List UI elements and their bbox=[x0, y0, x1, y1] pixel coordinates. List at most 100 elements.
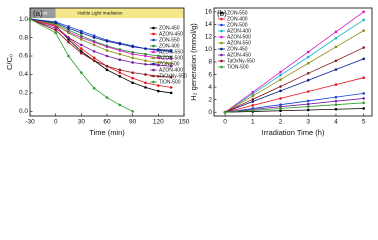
legend-label: TiON-500 bbox=[159, 79, 181, 85]
data-point bbox=[118, 71, 122, 74]
data-point bbox=[92, 43, 96, 47]
data-point bbox=[251, 109, 255, 112]
data-point bbox=[169, 64, 173, 68]
y-tick-label: 10 bbox=[205, 46, 213, 53]
data-point bbox=[279, 103, 282, 106]
y-tick-label: 0.6 bbox=[19, 53, 28, 60]
data-point bbox=[157, 48, 160, 51]
data-point bbox=[279, 73, 282, 77]
data-point bbox=[105, 45, 109, 49]
data-point bbox=[144, 54, 147, 58]
y-tick-label: 1.0 bbox=[19, 16, 28, 23]
data-point bbox=[67, 36, 70, 39]
data-point bbox=[251, 90, 255, 94]
data-point bbox=[131, 45, 134, 49]
data-point bbox=[105, 39, 109, 43]
legend-marker bbox=[152, 50, 155, 54]
data-point bbox=[131, 61, 134, 64]
legend-label: AZON-400 bbox=[227, 28, 251, 34]
data-point bbox=[118, 52, 122, 56]
data-point bbox=[28, 17, 32, 21]
data-point bbox=[334, 36, 338, 40]
data-point bbox=[67, 38, 70, 41]
data-point bbox=[279, 70, 282, 74]
y-tick-label: 2 bbox=[208, 96, 212, 103]
data-point bbox=[279, 107, 282, 110]
data-point bbox=[306, 90, 310, 93]
data-point bbox=[362, 107, 365, 110]
data-point bbox=[80, 47, 83, 50]
data-point bbox=[157, 63, 160, 67]
data-point bbox=[118, 58, 122, 61]
data-point bbox=[80, 71, 83, 74]
data-point bbox=[80, 50, 83, 53]
legend-label: ZON-550 bbox=[227, 10, 248, 16]
data-point bbox=[279, 97, 282, 100]
data-point bbox=[334, 107, 338, 111]
y-tick-label: 0.4 bbox=[19, 71, 28, 78]
data-point bbox=[251, 100, 255, 103]
figure: Dark Visible Light Irradiation 0.0 0.2 0.4 0.… bbox=[5, 7, 373, 137]
data-point bbox=[80, 31, 83, 35]
legend-marker bbox=[220, 35, 223, 39]
legend-marker bbox=[220, 17, 223, 21]
series-line bbox=[225, 98, 364, 113]
data-point bbox=[54, 23, 57, 26]
data-point bbox=[334, 45, 338, 49]
y-tick-label: 14 bbox=[205, 21, 213, 28]
y-tick-label: 16 bbox=[205, 8, 213, 15]
data-point bbox=[157, 89, 160, 93]
data-point bbox=[251, 94, 255, 98]
data-point bbox=[54, 28, 57, 32]
data-point bbox=[67, 25, 70, 28]
series-line bbox=[29, 18, 172, 78]
data-point bbox=[362, 57, 365, 61]
legend-marker bbox=[220, 65, 223, 69]
y-tick-label: 4 bbox=[208, 84, 212, 91]
data-point bbox=[105, 64, 109, 68]
y-tick-label: 0.2 bbox=[19, 90, 28, 97]
legend-marker bbox=[220, 53, 223, 57]
data-point bbox=[251, 104, 255, 107]
data-point bbox=[306, 102, 310, 106]
legend-label: AZON-550 bbox=[159, 49, 183, 55]
data-point bbox=[67, 54, 70, 58]
data-point bbox=[92, 36, 96, 39]
data-point bbox=[279, 109, 282, 113]
y-tick-label: 6 bbox=[208, 71, 212, 78]
x-tick-label: -30 bbox=[25, 119, 35, 126]
data-point bbox=[279, 85, 282, 88]
x-tick-label: 5 bbox=[362, 119, 366, 126]
annotation: Dark bbox=[38, 11, 48, 16]
data-point bbox=[131, 81, 134, 85]
legend-label: AZON-500 bbox=[159, 55, 183, 61]
data-point bbox=[362, 97, 365, 100]
data-point bbox=[54, 31, 57, 35]
y-axis-label: C/C₀ bbox=[5, 54, 14, 70]
x-tick-label: 30 bbox=[78, 119, 86, 126]
data-point bbox=[306, 105, 310, 108]
data-point bbox=[169, 62, 173, 65]
legend-label: ZON-400 bbox=[227, 16, 248, 22]
data-point bbox=[362, 18, 365, 22]
data-point bbox=[131, 76, 134, 80]
y-tick-label: 0.0 bbox=[19, 108, 28, 115]
legend-label: AZON-500 bbox=[227, 34, 251, 40]
data-point bbox=[105, 49, 109, 52]
data-point bbox=[144, 47, 147, 50]
data-point bbox=[334, 83, 338, 86]
data-point bbox=[118, 42, 122, 46]
series-line bbox=[224, 11, 364, 113]
data-point bbox=[131, 52, 134, 56]
data-point bbox=[169, 86, 173, 89]
data-point bbox=[362, 46, 365, 49]
data-point bbox=[169, 49, 173, 52]
data-point bbox=[334, 30, 338, 34]
series-line bbox=[225, 93, 364, 113]
y-axis-label: H₂ generation (mmol/g) bbox=[189, 23, 198, 101]
data-point bbox=[67, 31, 70, 35]
series-line bbox=[29, 18, 133, 112]
data-point bbox=[169, 57, 173, 61]
annotation: Visible Light Irradiation bbox=[77, 11, 123, 16]
data-point bbox=[92, 50, 96, 53]
